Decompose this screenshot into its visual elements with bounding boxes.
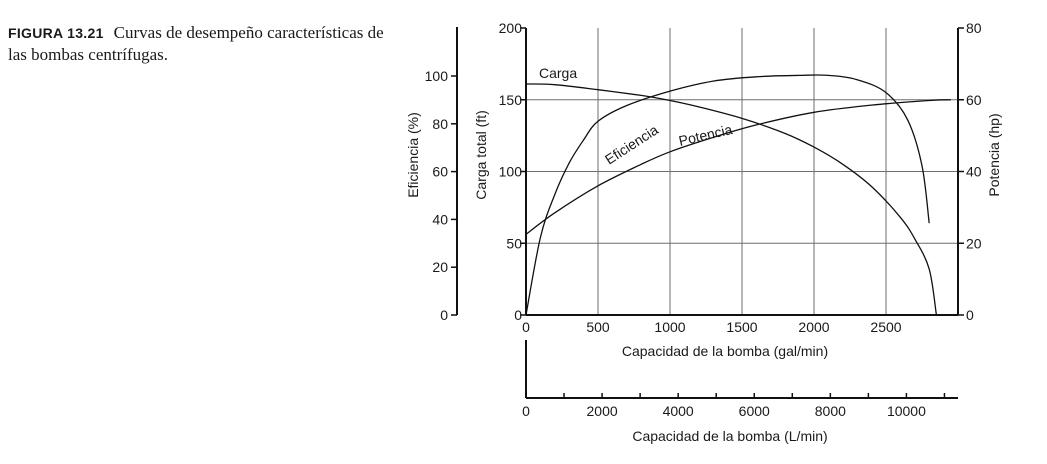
x-tick-label-1500: 1500 — [726, 319, 757, 335]
grid-layer — [526, 28, 958, 315]
secondary-x-tick-label-2000: 2000 — [587, 403, 618, 419]
head-tick-label-50: 50 — [506, 235, 522, 251]
x-tick-label-1000: 1000 — [654, 319, 685, 335]
series-line-potencia — [525, 99, 951, 235]
secondary-x-tick-label-4000: 4000 — [663, 403, 694, 419]
x-tick-label-0: 0 — [522, 319, 530, 335]
efficiency-tick-label-20: 20 — [432, 259, 448, 275]
power-tick-label-60: 60 — [966, 92, 982, 108]
efficiency-axis-title: Eficiencia (%) — [405, 112, 421, 198]
x-axis-title: Capacidad de la bomba (gal/min) — [622, 343, 828, 359]
head-tick-label-150: 150 — [499, 92, 523, 108]
head-tick-label-200: 200 — [499, 20, 523, 36]
x-tick-label-500: 500 — [586, 319, 610, 335]
secondary-x-tick-label-8000: 8000 — [815, 403, 846, 419]
figure-caption: FIGURA 13.21 Curvas de desempeño caracter… — [8, 22, 388, 65]
head-tick-label-100: 100 — [499, 164, 523, 180]
head-tick-label-0: 0 — [514, 307, 522, 323]
power-tick-label-0: 0 — [966, 307, 974, 323]
efficiency-tick-label-100: 100 — [425, 68, 449, 84]
secondary-x-axis-title: Capacidad de la bomba (L/min) — [632, 428, 827, 444]
x-tick-label-2500: 2500 — [870, 319, 901, 335]
secondary-x-tick-label-0: 0 — [522, 403, 530, 419]
secondary-x-tick-label-6000: 6000 — [739, 403, 770, 419]
power-tick-label-20: 20 — [966, 235, 982, 251]
figure-label: FIGURA 13.21 — [8, 25, 104, 41]
power-tick-label-40: 40 — [966, 164, 982, 180]
power-axis-title: Potencia (hp) — [986, 113, 1002, 196]
efficiency-tick-label-80: 80 — [432, 116, 448, 132]
series-label-carga: Carga — [539, 65, 577, 81]
series-label-eficiencia: Eficiencia — [602, 121, 661, 167]
figure-caption-text: Curvas de desempeño características de l… — [8, 23, 384, 64]
series-line-carga — [525, 83, 938, 316]
series-line-eficiencia — [525, 74, 930, 316]
x-tick-label-2000: 2000 — [798, 319, 829, 335]
secondary-x-tick-label-10000: 10000 — [887, 403, 926, 419]
power-tick-label-80: 80 — [966, 20, 982, 36]
efficiency-tick-label-0: 0 — [440, 307, 448, 323]
head-axis-title: Carga total (ft) — [473, 110, 489, 199]
series-label-potencia: Potencia — [677, 121, 734, 149]
labels-layer: Capacidad de la bomba (gal/min) Capacida… — [405, 65, 1002, 444]
series-layer — [525, 74, 951, 316]
efficiency-tick-label-40: 40 — [432, 211, 448, 227]
efficiency-tick-label-60: 60 — [432, 164, 448, 180]
